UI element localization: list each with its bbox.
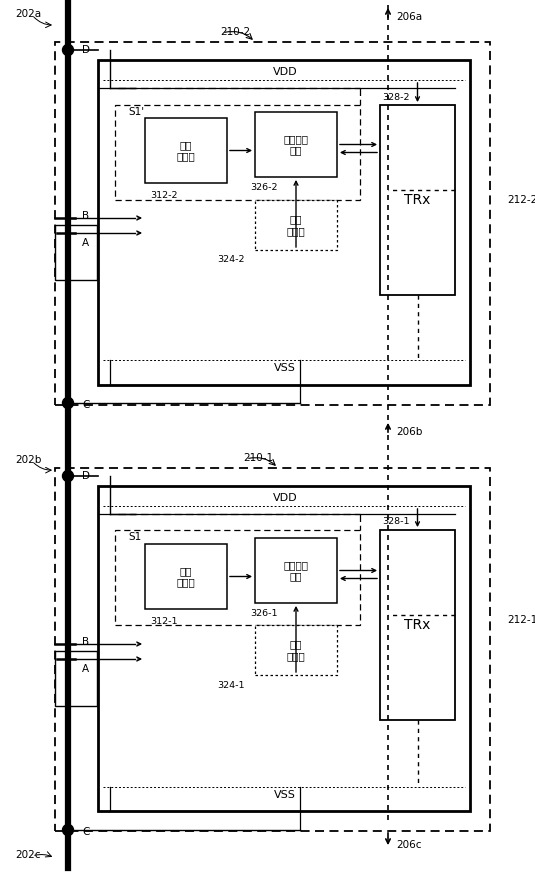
Circle shape xyxy=(63,398,73,408)
Text: 326-1: 326-1 xyxy=(250,608,278,618)
Text: デジタル
回路: デジタル 回路 xyxy=(284,559,309,581)
Text: 206a: 206a xyxy=(396,12,422,22)
Text: 312-2: 312-2 xyxy=(150,191,178,200)
Bar xyxy=(255,538,337,603)
Bar xyxy=(115,105,360,200)
Text: 212-2: 212-2 xyxy=(507,195,535,205)
Text: 202b: 202b xyxy=(15,455,41,465)
Circle shape xyxy=(63,45,73,56)
Text: C: C xyxy=(82,827,89,837)
Text: VDD: VDD xyxy=(273,493,297,503)
Text: D: D xyxy=(82,45,90,55)
Text: 312-1: 312-1 xyxy=(150,618,178,627)
Text: 328-2: 328-2 xyxy=(382,93,409,101)
Text: 324-1: 324-1 xyxy=(217,681,244,690)
Text: B: B xyxy=(82,637,89,647)
Text: 206c: 206c xyxy=(396,840,422,850)
Text: 210-1: 210-1 xyxy=(243,453,273,463)
Text: B: B xyxy=(82,211,89,221)
Text: VSS: VSS xyxy=(274,790,296,800)
Text: 324-2: 324-2 xyxy=(217,255,244,265)
Bar xyxy=(55,468,490,831)
Text: S1': S1' xyxy=(128,107,144,117)
Bar xyxy=(380,530,455,720)
Bar xyxy=(255,625,337,675)
Text: C: C xyxy=(82,400,89,410)
Text: 202a: 202a xyxy=(15,9,41,19)
Bar xyxy=(255,112,337,177)
Bar xyxy=(145,118,227,183)
Text: 温度
センサ: 温度 センサ xyxy=(287,214,305,236)
Text: 210-2: 210-2 xyxy=(220,27,250,37)
Text: 326-2: 326-2 xyxy=(250,183,278,191)
Text: A: A xyxy=(82,664,89,674)
Bar xyxy=(55,651,97,706)
Text: VSS: VSS xyxy=(274,363,296,373)
Text: デジタル
回路: デジタル 回路 xyxy=(284,134,309,156)
Text: A: A xyxy=(82,238,89,248)
Text: VDD: VDD xyxy=(273,67,297,77)
Text: TRx: TRx xyxy=(404,618,431,632)
Text: 202c: 202c xyxy=(15,850,41,860)
Bar xyxy=(380,105,455,295)
Bar xyxy=(255,200,337,250)
Bar xyxy=(55,42,490,405)
Bar xyxy=(98,60,470,385)
Text: 電圧
検出器: 電圧 検出器 xyxy=(177,565,195,587)
Text: 328-1: 328-1 xyxy=(382,517,409,526)
Text: TRx: TRx xyxy=(404,193,431,207)
Circle shape xyxy=(63,470,73,482)
Bar xyxy=(115,530,360,625)
Text: S1: S1 xyxy=(128,532,141,542)
Text: 電圧
検出器: 電圧 検出器 xyxy=(177,140,195,162)
Text: 温度
センサ: 温度 センサ xyxy=(287,639,305,661)
Text: 212-1: 212-1 xyxy=(507,615,535,625)
Text: 206b: 206b xyxy=(396,427,422,437)
Text: D: D xyxy=(82,471,90,481)
Bar xyxy=(145,544,227,609)
Circle shape xyxy=(63,824,73,836)
Bar xyxy=(55,225,97,280)
Bar xyxy=(98,486,470,811)
